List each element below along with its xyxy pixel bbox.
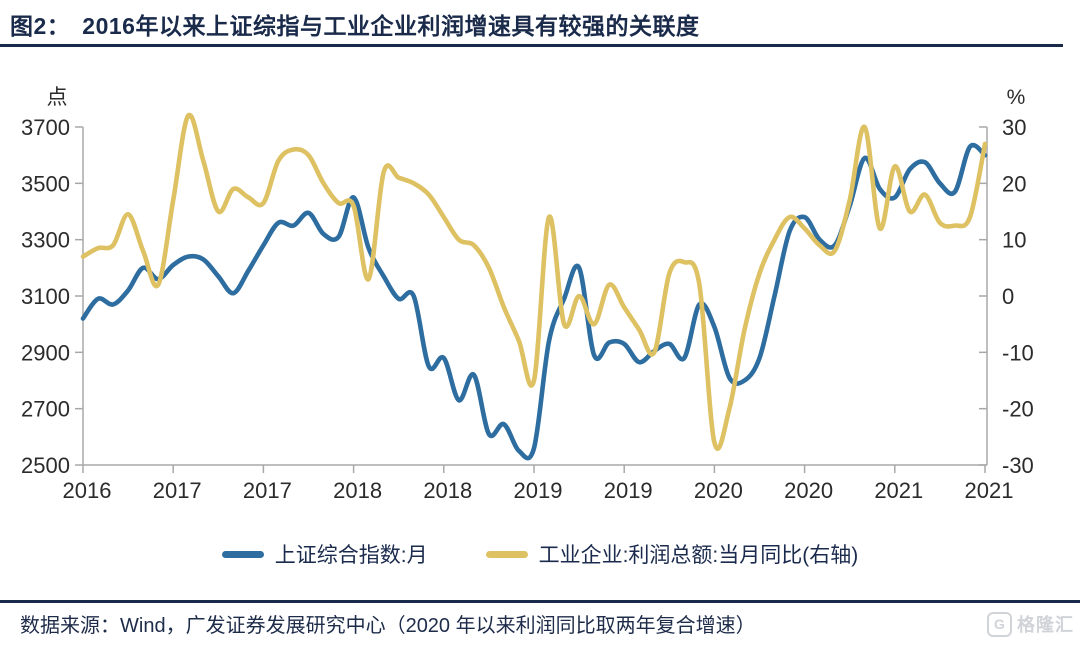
footer-divider <box>0 600 1080 603</box>
x-axis-tick-label: 2020 <box>694 478 743 503</box>
x-axis-tick-label: 2020 <box>784 478 833 503</box>
right-axis-tick-label: 30 <box>1002 115 1026 140</box>
right-axis-unit-label: % <box>1007 86 1026 109</box>
title-underline <box>0 44 1063 47</box>
data-source-note: 数据来源：Wind，广发证券发展研究中心（2020 年以来利润同比取两年复合增速… <box>20 615 756 637</box>
figure-title: 图2： 2016年以来上证综指与工业企业利润增速具有较强的关联度 <box>10 7 699 41</box>
shanghai-index-line <box>80 142 988 461</box>
right-axis-tick-label: 20 <box>1002 171 1026 196</box>
figure-title-text: 2016年以来上证综指与工业企业利润增速具有较强的关联度 <box>82 13 700 39</box>
left-axis-tick-label: 3500 <box>21 171 70 196</box>
right-axis-tick-label: 0 <box>1002 284 1014 309</box>
industrial-profit-line <box>80 112 988 451</box>
profit-series-swatch <box>485 550 528 558</box>
legend-item-profit: 工业企业:利润总额:当月同比(右轴) <box>485 539 859 569</box>
left-axis-tick-label: 2700 <box>21 397 70 422</box>
left-axis-tick-label: 3700 <box>21 115 70 140</box>
chart-legend: 上证综合指数:月 工业企业:利润总额:当月同比(右轴) <box>0 539 1080 569</box>
right-axis-tick-label: 10 <box>1002 228 1026 253</box>
x-axis-tick-label: 2018 <box>423 478 472 503</box>
right-axis-tick-label: -20 <box>1002 397 1034 422</box>
x-axis-tick-label: 2016 <box>63 478 112 503</box>
left-axis-tick-label: 2900 <box>21 340 70 365</box>
x-axis-tick-label: 2021 <box>965 478 1014 503</box>
x-axis-tick-label: 2021 <box>874 478 923 503</box>
profit-series-label: 工业企业:利润总额:当月同比(右轴) <box>538 544 859 567</box>
left-axis-unit-label: 点 <box>47 86 68 109</box>
left-axis-tick-label: 3100 <box>21 284 70 309</box>
figure-number-label: 图2： <box>10 13 71 39</box>
x-axis-tick-label: 2017 <box>243 478 292 503</box>
index-series-swatch <box>221 550 264 558</box>
x-axis-tick-label: 2017 <box>153 478 202 503</box>
x-axis-tick-label: 2019 <box>514 478 563 503</box>
gelonghui-logo-icon: G <box>987 611 1012 637</box>
x-axis-tick-label: 2019 <box>604 478 653 503</box>
legend-item-index: 上证综合指数:月 <box>221 539 428 569</box>
x-axis-tick-label: 2018 <box>333 478 382 503</box>
index-series-label: 上证综合指数:月 <box>274 544 428 567</box>
left-axis-tick-label: 3300 <box>21 228 70 253</box>
left-axis-tick-label: 2500 <box>21 453 70 478</box>
gelonghui-watermark: G 格隆汇 <box>987 611 1074 637</box>
gelonghui-logo-text: 格隆汇 <box>1017 615 1074 635</box>
right-axis-tick-label: -10 <box>1002 340 1034 365</box>
right-axis-tick-label: -30 <box>1002 453 1034 478</box>
